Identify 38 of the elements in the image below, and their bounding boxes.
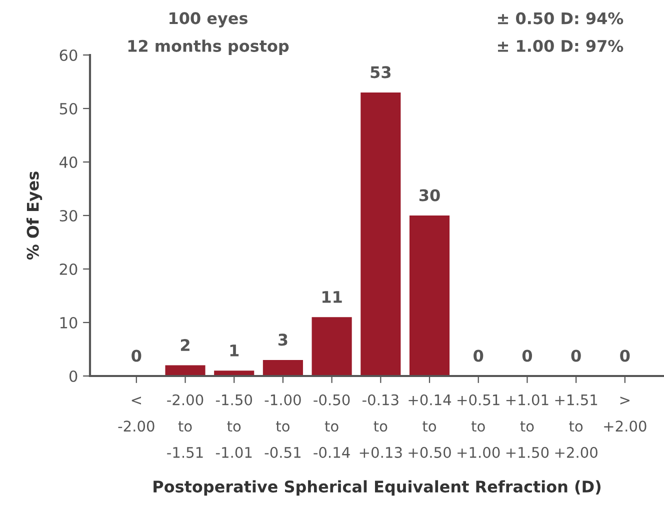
bar [165, 365, 206, 376]
x-tick-label: -1.00 to -0.51 [264, 394, 301, 458]
x-axis-title: Postoperative Spherical Equivalent Refraction (D) [154, 480, 600, 496]
y-axis-title: % Of Eyes [26, 172, 42, 260]
x-tick-label: -0.13 to +0.13 [360, 394, 402, 458]
bar [409, 216, 450, 376]
x-tick-label: +0.51 to +1.00 [458, 394, 500, 458]
bar [312, 317, 352, 376]
x-tick-label: < -2.00 [118, 396, 154, 432]
data-label: 3 [278, 334, 288, 346]
y-tick-label: 50 [60, 102, 78, 115]
bar [360, 92, 401, 376]
y-tick-label: 10 [60, 316, 78, 329]
y-tick-label: 30 [60, 210, 78, 222]
data-label: 53 [370, 66, 391, 78]
x-tick-label: -1.50 to -1.01 [216, 394, 252, 458]
x-tick-label: > +2.00 [604, 396, 646, 432]
data-label: 0 [522, 350, 532, 362]
annotation: 100 eyes 12 months postop [128, 12, 289, 56]
x-tick-label: +1.01 to +1.50 [506, 394, 549, 458]
y-tick-label: 40 [60, 156, 78, 168]
bar [262, 360, 303, 376]
y-tick-label: 20 [60, 263, 78, 276]
x-tick-label: +0.14 to +0.50 [408, 394, 452, 458]
data-label: 30 [419, 189, 440, 202]
text: ± 0.50 D: 94% ± 1.00 D: 97% [498, 12, 624, 52]
data-label: 0 [571, 350, 581, 362]
data-label: 0 [132, 350, 142, 362]
x-tick-label: -0.50 to -0.14 [314, 394, 350, 458]
y-tick-label: 0 [69, 370, 78, 382]
data-label: 2 [180, 339, 190, 351]
x-tick-label: -2.00 to -1.51 [167, 394, 204, 458]
data-label: 0 [474, 350, 484, 362]
data-label: 0 [620, 350, 630, 362]
y-tick-label: 60 [60, 49, 78, 62]
data-label: 11 [322, 291, 342, 303]
data-label: 1 [230, 344, 239, 356]
x-tick-label: +1.51 to +2.00 [555, 394, 598, 458]
